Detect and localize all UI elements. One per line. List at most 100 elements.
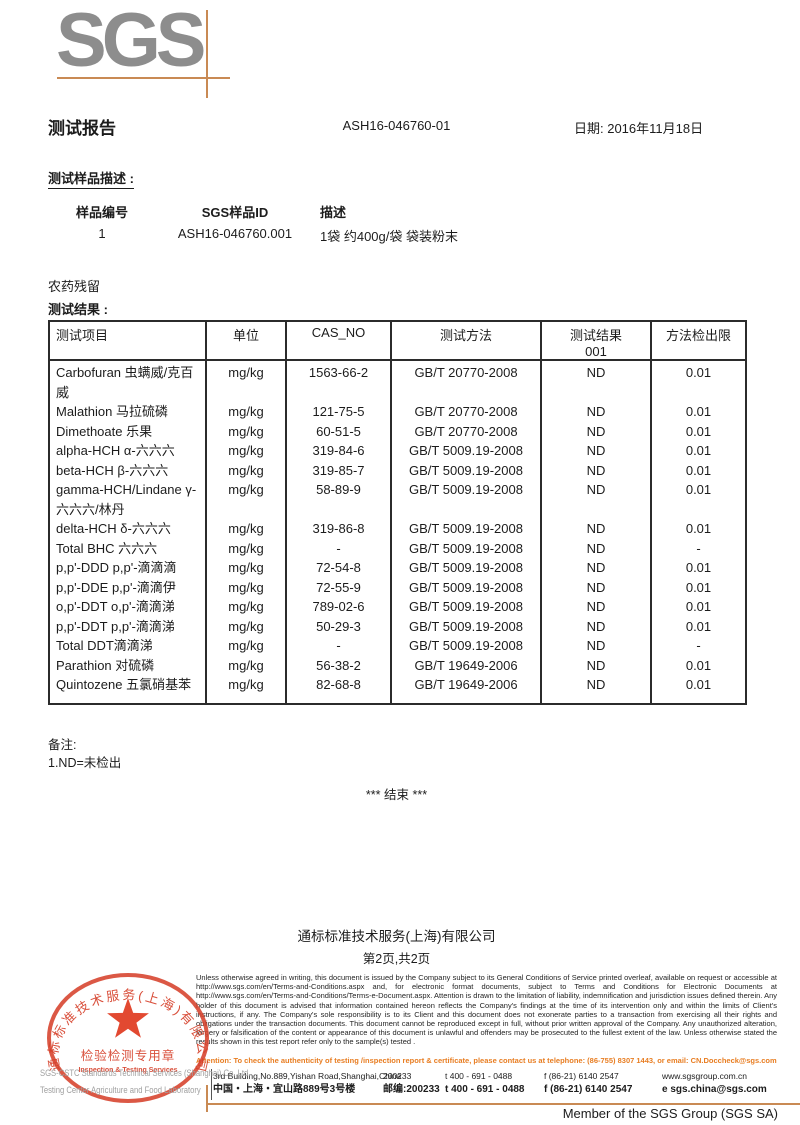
cell-result: ND (540, 675, 652, 705)
cell-unit: mg/kg (205, 402, 287, 422)
table-row: Dimethoate 乐果 mg/kg 60-51-5 GB/T 20770-2008… (48, 421, 747, 441)
cell-cas: 1563-66-2 (285, 360, 392, 402)
table-row: beta-HCH β-六六六 mg/kg 319-85-7 GB/T 5009.19-… (48, 460, 747, 480)
cell-item: Parathion 对硫磷 (48, 655, 207, 675)
footer-company-name: 通标标准技术服务(上海)有限公司 (297, 929, 496, 944)
fax: f (86-21) 6140 2547 (544, 1084, 633, 1095)
fax: f (86-21) 6140 2547 (544, 1071, 619, 1081)
cell-item: Total BHC 六六六 (48, 538, 207, 558)
table-row: p,p'-DDD p,p'-滴滴滴 mg/kg 72-54-8 GB/T 5009.1… (48, 558, 747, 578)
sample-row: 1 ASH16-046760.001 1袋 约400g/袋 袋装粉末 (48, 226, 608, 245)
cell-cas: 56-38-2 (285, 655, 392, 675)
cell-item: p,p'-DDD p,p'-滴滴滴 (48, 558, 207, 578)
cell-method: GB/T 5009.19-2008 (390, 441, 542, 461)
sgs-logo: SGS (56, 0, 206, 83)
cell-cas: 319-86-8 (285, 519, 392, 539)
page-number: 第2页,共2页 (362, 952, 431, 966)
address-text: 3rd Building,No.889,Yishan Road,Shanghai… (213, 1071, 402, 1081)
cell-description: 1袋 约400g/袋 袋装粉末 (320, 229, 458, 244)
cell-unit: mg/kg (205, 538, 287, 558)
cell-cas: 319-84-6 (285, 441, 392, 461)
header-unit: 单位 (205, 320, 287, 361)
cell-limit: 0.01 (650, 460, 747, 480)
cell-limit: 0.01 (650, 441, 747, 461)
footer-horizontal-rule (207, 1103, 800, 1105)
cell-sgs-id: ASH16-046760.001 (177, 226, 293, 241)
sample-table: 样品编号 SGS样品ID 描述 1 ASH16-046760.001 1袋 约400… (48, 202, 608, 250)
cell-result: ND (540, 577, 652, 597)
cell-limit: 0.01 (650, 402, 747, 422)
cell-cas: 72-55-9 (285, 577, 392, 597)
cell-unit: mg/kg (205, 460, 287, 480)
cell-result: ND (540, 402, 652, 422)
address-row: 中国・上海・宜山路889号3号楼 邮编:200233 t 400 - 691 - 0… (213, 1083, 777, 1097)
website-or-email: www.sgsgroup.com.cn (662, 1071, 748, 1081)
cell-item: beta-HCH β-六六六 (48, 460, 207, 480)
cell-sample-no: 1 (98, 226, 106, 241)
website-or-email: e sgs.china@sgs.com (662, 1084, 767, 1095)
cell-item: alpha-HCH α-六六六 (48, 441, 207, 461)
cell-method: GB/T 5009.19-2008 (390, 616, 542, 636)
cell-method: GB/T 19649-2006 (390, 655, 542, 675)
cell-limit: 0.01 (650, 480, 747, 519)
cell-unit: mg/kg (205, 558, 287, 578)
stamp-company-en-line2: Testing Center Agriculture and Food Labo… (40, 1085, 201, 1095)
cell-limit: 0.01 (650, 558, 747, 578)
table-row: Carbofuran 虫螨威/克百威 mg/kg 1563-66-2 GB/T 207… (48, 360, 747, 402)
cell-cas: - (285, 636, 392, 656)
cell-item: delta-HCH δ-六六六 (48, 519, 207, 539)
col-sample-no: 样品编号 (75, 205, 128, 220)
telephone: t 400 - 691 - 0488 (445, 1084, 525, 1095)
cell-result: ND (540, 460, 652, 480)
cell-method: GB/T 5009.19-2008 (390, 519, 542, 539)
sample-table-header: 样品编号 SGS样品ID 描述 (48, 202, 608, 221)
cell-method: GB/T 20770-2008 (390, 402, 542, 422)
cell-unit: mg/kg (205, 636, 287, 656)
cell-cas: 319-85-7 (285, 460, 392, 480)
cell-method: GB/T 5009.19-2008 (390, 538, 542, 558)
cell-unit: mg/kg (205, 675, 287, 705)
cell-unit: mg/kg (205, 519, 287, 539)
stamp-company-en-line1: SGS-CSTC Standards Technical Services (S… (40, 1068, 251, 1078)
table-row: Malathion 马拉硫磷 mg/kg 121-75-5 GB/T 20770-20… (48, 402, 747, 422)
cell-cas: - (285, 538, 392, 558)
cell-item: p,p'-DDE p,p'-滴滴伊 (48, 577, 207, 597)
notes-block: 备注: 1.ND=未检出 (48, 736, 121, 772)
cell-method: GB/T 5009.19-2008 (390, 577, 542, 597)
cell-cas: 121-75-5 (285, 402, 392, 422)
cell-result: ND (540, 421, 652, 441)
notes-list: 1.ND=未检出 (48, 754, 121, 772)
cell-item: Dimethoate 乐果 (48, 421, 207, 441)
cell-method: GB/T 5009.19-2008 (390, 597, 542, 617)
cell-limit: 0.01 (650, 360, 747, 402)
cell-cas: 789-02-6 (285, 597, 392, 617)
cell-result: ND (540, 480, 652, 519)
table-row: Quintozene 五氯硝基苯 mg/kg 82-68-8 GB/T 19649-2… (48, 675, 747, 705)
cell-method: GB/T 5009.19-2008 (390, 558, 542, 578)
cell-limit: 0.01 (650, 519, 747, 539)
note-item: 1.ND=未检出 (48, 756, 122, 770)
cell-unit: mg/kg (205, 616, 287, 636)
cell-result: ND (540, 538, 652, 558)
cell-limit: 0.01 (650, 577, 747, 597)
cell-method: GB/T 5009.19-2008 (390, 480, 542, 519)
stamp-ring (47, 973, 209, 1103)
cell-cas: 58-89-9 (285, 480, 392, 519)
cell-method: GB/T 5009.19-2008 (390, 460, 542, 480)
stamp-label-cn: 检验检测专用章 (81, 1048, 176, 1063)
report-number: ASH16-046760-01 (342, 118, 451, 133)
cell-unit: mg/kg (205, 577, 287, 597)
cell-limit: - (650, 636, 747, 656)
sample-table-body: 1 ASH16-046760.001 1袋 约400g/袋 袋装粉末 (48, 226, 608, 245)
sample-description-heading: 测试样品描述 : (48, 168, 134, 189)
cell-cas: 60-51-5 (285, 421, 392, 441)
page-title: 测试报告 (48, 119, 116, 138)
header-test-item: 测试项目 (48, 320, 207, 361)
cell-item: Quintozene 五氯硝基苯 (48, 675, 207, 705)
cell-unit: mg/kg (205, 655, 287, 675)
col-description: 描述 (320, 205, 347, 220)
results-heading: 测试结果 : (48, 302, 108, 317)
cell-limit: 0.01 (650, 597, 747, 617)
notes-heading: 备注: (48, 738, 77, 752)
